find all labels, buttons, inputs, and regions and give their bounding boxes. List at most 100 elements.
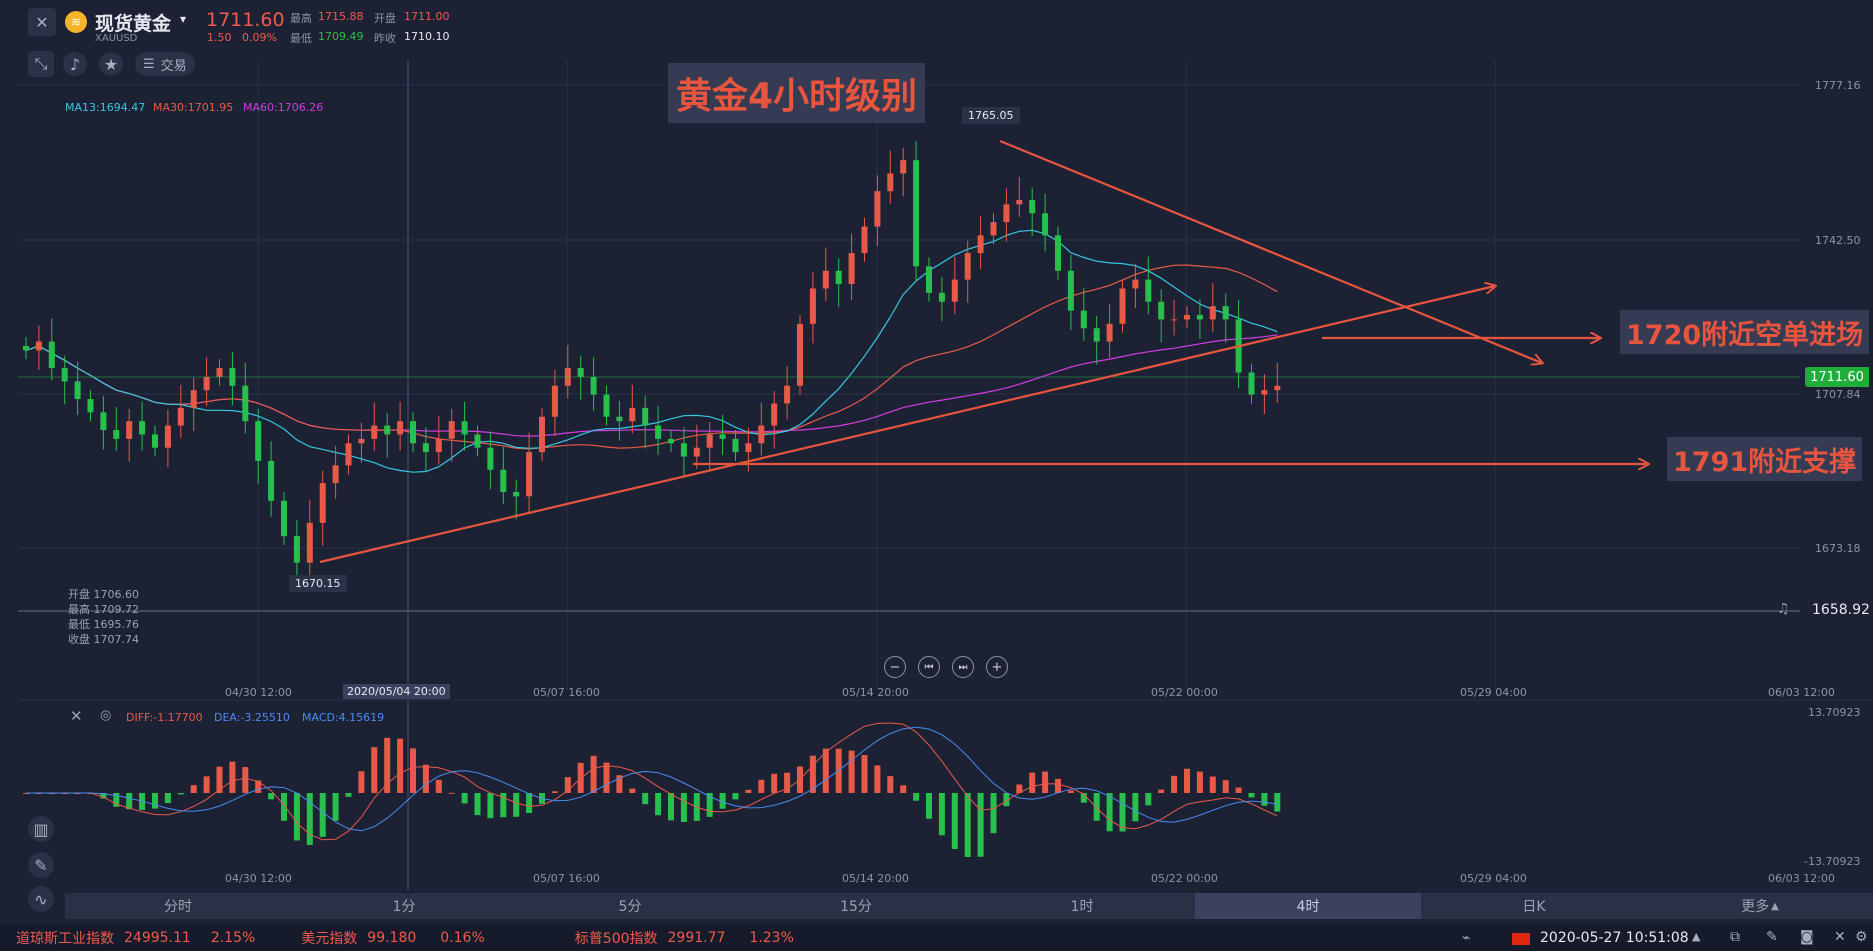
candle-body — [938, 292, 945, 302]
macd-diff-path — [26, 722, 1278, 841]
candle-body — [642, 407, 649, 426]
tab-1min[interactable]: 1分 — [392, 899, 416, 915]
bell-icon[interactable]: ♪ — [63, 52, 87, 76]
candle-body — [1029, 200, 1036, 214]
low-peak-label: 1670.15 — [289, 575, 347, 592]
collapse-icon[interactable]: ⤡ — [28, 51, 54, 77]
candle-body — [1067, 270, 1074, 311]
instrument-code: XAUUSD — [95, 33, 138, 44]
candle-body — [74, 381, 81, 400]
network-icon[interactable]: ⌁ — [1462, 930, 1471, 946]
settings-icon[interactable]: ⚙ — [1855, 929, 1868, 945]
skip-start-icon[interactable]: ⏮ — [918, 656, 940, 678]
macd-bar — [771, 773, 778, 793]
candle-body — [913, 160, 920, 267]
dow-label: 道琼斯工业指数 — [16, 931, 114, 947]
dow-value: 24995.11 — [124, 930, 191, 946]
candle-body — [1042, 213, 1049, 236]
camera-icon[interactable]: ◙ — [1800, 929, 1814, 945]
macd-bar — [216, 766, 223, 793]
time-tick: 05/29 04:00 — [1460, 872, 1527, 885]
zoom-out-icon[interactable]: − — [884, 656, 906, 678]
prev-close-label: 昨收 — [374, 32, 396, 45]
macd-value-legend: MACD:4.15619 — [302, 711, 385, 724]
macd-bar — [306, 793, 313, 845]
star-icon[interactable]: ★ — [99, 52, 123, 76]
macd-bar — [422, 764, 429, 793]
macd-bar — [1222, 780, 1229, 793]
status-bar: 道琼斯工业指数 24995.11 2.15% 美元指数 99.180 0.16%… — [0, 925, 1873, 951]
short-entry-annotation: 1720附近空单进场 — [1620, 310, 1870, 354]
indicator-icon[interactable]: ▥ — [28, 816, 54, 842]
macd-bar — [1055, 778, 1061, 793]
chart-line-icon[interactable]: ∿ — [28, 886, 54, 912]
caret-up-icon[interactable]: ▲ — [1692, 930, 1701, 943]
macd-dea-path — [26, 726, 1278, 832]
tab-1hour[interactable]: 1时 — [1070, 899, 1094, 915]
macd-bar — [629, 788, 636, 793]
candle-body — [951, 279, 958, 302]
pen-icon[interactable]: ✎ — [28, 852, 54, 878]
macd-bar — [1093, 793, 1100, 821]
macd-bar — [1171, 775, 1178, 793]
candle-body — [281, 500, 287, 537]
list-icon: ☰ — [143, 56, 155, 72]
candle-body — [87, 399, 94, 413]
window-icon[interactable]: ⧉ — [1730, 929, 1740, 945]
macd-bar — [745, 789, 752, 793]
candle-body — [977, 235, 984, 254]
tab-timeline[interactable]: 分时 — [164, 899, 192, 915]
more-label: 更多 — [1741, 899, 1770, 915]
bell-icon[interactable]: ♫ — [1777, 601, 1790, 617]
tab-more[interactable]: 更多 ▲ — [1647, 893, 1873, 919]
skip-end-icon[interactable]: ⏭ — [952, 656, 974, 678]
candle-body — [848, 253, 855, 285]
edit-icon[interactable]: ✎ — [1766, 929, 1778, 945]
chevron-down-icon[interactable]: ▾ — [180, 12, 187, 26]
tab-4hour[interactable]: 4时 — [1195, 893, 1421, 919]
macd-bar — [848, 750, 855, 793]
candle-body — [358, 438, 365, 444]
usd-label: 美元指数 — [301, 931, 358, 947]
tab-15min[interactable]: 15分 — [840, 899, 872, 915]
candle-body — [1016, 200, 1023, 205]
close-icon[interactable]: ✕ — [28, 8, 56, 36]
crosshair-ohlc: 开盘 1706.60 最高 1709.72 最低 1695.76 收盘 1707… — [68, 587, 139, 647]
candle-body — [513, 491, 520, 497]
caret-up-icon: ▲ — [1771, 900, 1779, 912]
macd-histogram — [23, 737, 1281, 857]
china-flag-icon — [1512, 933, 1530, 945]
macd-bar — [564, 777, 571, 793]
crosshair-low: 最低 1695.76 — [68, 618, 139, 631]
ma13-path — [25, 229, 1278, 473]
instrument-name[interactable]: 现货黄金 — [95, 13, 172, 35]
candle-body — [874, 191, 881, 227]
zoom-in-icon[interactable]: + — [986, 656, 1008, 678]
candle-body — [861, 226, 868, 254]
candle-body — [693, 447, 700, 457]
low-value: 1709.49 — [318, 30, 364, 43]
trade-button[interactable]: ☰ 交易 — [135, 52, 195, 76]
close-icon[interactable]: ✕ — [70, 707, 83, 725]
candle-body — [809, 288, 816, 324]
macd-bar — [551, 791, 558, 793]
macd-bar — [913, 793, 920, 801]
mute-icon[interactable]: ✕ — [1834, 929, 1846, 945]
macd-bar — [732, 793, 739, 800]
candle-body — [680, 443, 687, 457]
candle-body — [371, 425, 378, 439]
candle-body — [964, 253, 971, 280]
chart-grid — [18, 60, 1873, 890]
macd-bar — [926, 793, 932, 819]
time-tick: 05/07 16:00 — [533, 686, 600, 699]
macd-bar — [590, 755, 597, 793]
settings-icon[interactable]: ◎ — [100, 708, 112, 723]
macd-bar — [526, 793, 533, 814]
macd-bar — [990, 793, 997, 834]
tab-5min[interactable]: 5分 — [618, 899, 642, 915]
sp-label: 标普500指数 — [574, 931, 658, 947]
macd-bar — [126, 793, 133, 810]
tab-daily[interactable]: 日K — [1522, 899, 1546, 915]
price-tick: 1707.84 — [1815, 388, 1861, 401]
